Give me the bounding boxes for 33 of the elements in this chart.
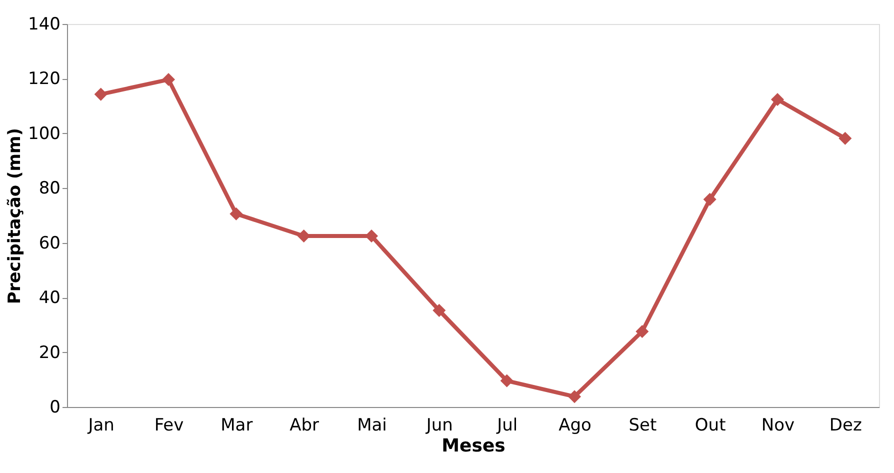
x-axis-title: Meses [442, 436, 506, 456]
y-tick-label: 60 [38, 233, 60, 254]
y-tick-label: 120 [28, 69, 60, 90]
x-tick-label: Nov [761, 416, 795, 436]
point [230, 207, 243, 220]
y-tick-label: 20 [38, 342, 60, 363]
y-axis-title: Precipitação (mm) [5, 128, 26, 304]
x-tick-label: Fev [154, 416, 184, 436]
point [162, 73, 176, 86]
y-tick-label: 0 [50, 398, 60, 418]
x-tick-label: Set [628, 416, 657, 436]
point [636, 324, 649, 338]
x-tick-label: Jun [425, 416, 453, 436]
point [500, 374, 514, 388]
point [297, 230, 310, 243]
y-tick-label: 80 [38, 178, 60, 199]
point [94, 88, 108, 101]
point [703, 192, 716, 206]
x-tick-label: Ago [558, 416, 592, 436]
x-tick-label: Jan [87, 416, 114, 436]
x-tick-label: Jul [496, 416, 518, 436]
point [432, 304, 446, 317]
y-tick-label: 140 [28, 14, 60, 34]
x-tick-label: Dez [829, 416, 862, 436]
x-tick-label: Out [694, 416, 726, 436]
point [770, 92, 784, 106]
x-tick-label: Abr [290, 416, 320, 436]
y-tick-label: 100 [28, 124, 60, 144]
y-tick-label: 40 [38, 288, 60, 308]
point [838, 132, 852, 145]
x-tick-label: Mar [220, 416, 253, 436]
x-tick-label: Mai [357, 416, 387, 436]
point [568, 390, 582, 404]
